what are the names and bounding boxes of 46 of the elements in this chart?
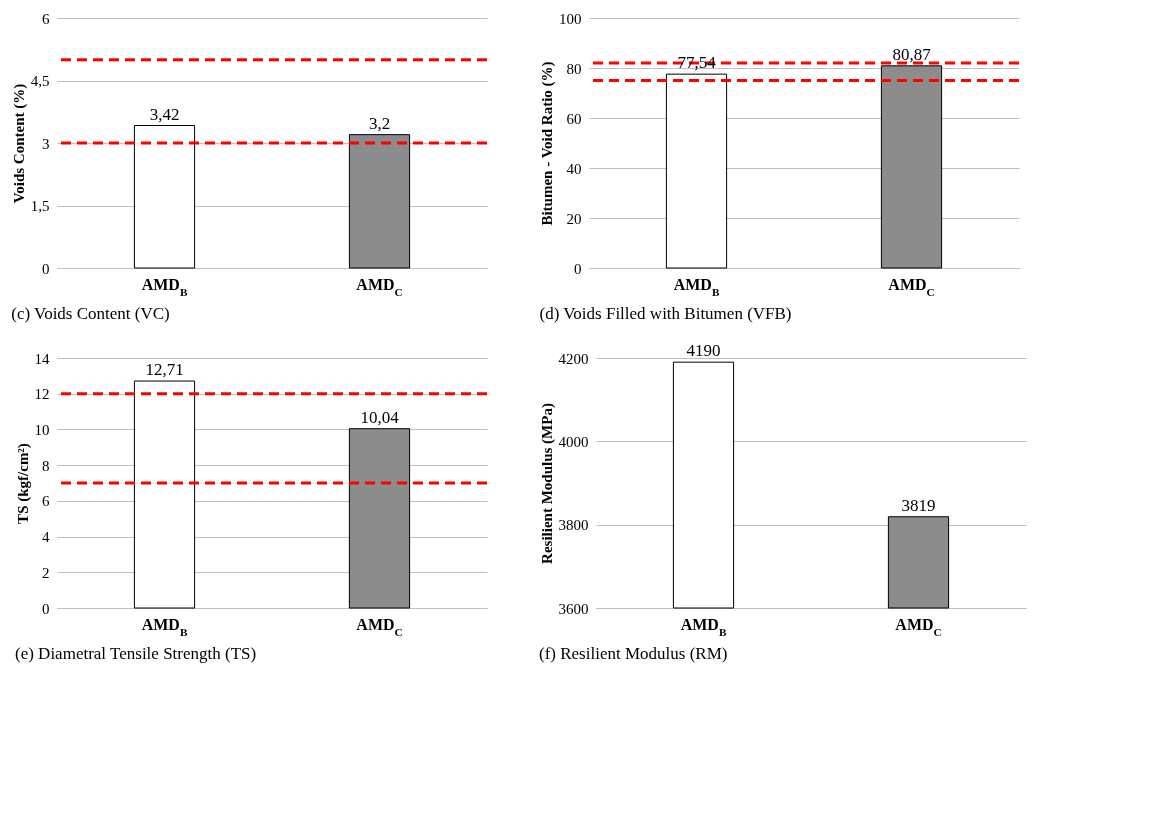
y-tick-label: 3800	[558, 517, 589, 534]
x-tick-label: AMD$_{B}$	[141, 615, 188, 638]
x-tick-label: AMD$_{B}$	[141, 275, 188, 298]
y-tick-label: 8	[42, 457, 50, 474]
text: (e) Diametral Tensile Strength (TS)	[15, 644, 257, 663]
y-tick-label: 6	[42, 493, 50, 510]
text: (c) Voids Content (VC)	[11, 304, 170, 323]
y-tick-label: 1,5	[30, 198, 50, 214]
y-tick-label: 40	[566, 160, 582, 177]
y-tick-label: 10	[34, 421, 50, 438]
y-tick-label: 3600	[558, 600, 589, 617]
x-tick-label: AMD$_{B}$	[680, 615, 727, 638]
data-label: 12,71	[145, 360, 184, 380]
y-tick-label: 100	[559, 10, 582, 27]
y-tick-label: 60	[566, 110, 582, 127]
data-label: 3,2	[368, 113, 391, 133]
data-label: 4190	[686, 341, 721, 361]
text: (f) Resilient Modulus (RM)	[539, 644, 728, 663]
y-axis-title: TS (kgf/cm²)	[14, 443, 32, 524]
data-label: 10,04	[360, 407, 400, 427]
x-tick-label: AMD$_{C}$	[356, 275, 403, 298]
data-label: 3,42	[149, 104, 180, 124]
y-tick-label: 4200	[558, 350, 589, 367]
y-tick-label: 20	[566, 210, 582, 227]
y-tick-label: 0	[42, 600, 50, 617]
y-tick-label: 0	[574, 260, 582, 277]
y-tick-label: 3	[42, 135, 50, 152]
text: (d) Voids Filled with Bitumen (VFB)	[539, 304, 792, 323]
y-axis-title: Voids Content (%)	[10, 83, 28, 204]
y-tick-label: 2	[42, 564, 50, 581]
y-tick-label: 80	[566, 60, 582, 77]
x-tick-label: AMD$_{C}$	[888, 275, 935, 298]
y-tick-label: 12	[34, 386, 50, 403]
y-axis-title: Bitumen - Void Ratio (%)	[539, 61, 556, 226]
y-tick-label: 4	[42, 529, 50, 546]
x-tick-label: AMD$_{C}$	[895, 615, 942, 638]
y-tick-label: 6	[42, 10, 50, 27]
y-tick-label: 14	[34, 350, 50, 367]
y-tick-label: 4000	[558, 433, 589, 450]
y-tick-label: 0	[42, 260, 50, 277]
y-tick-label: 4,5	[30, 73, 50, 89]
data-label: 80,87	[892, 44, 932, 64]
data-label: 3819	[901, 495, 936, 515]
x-tick-label: AMD$_{C}$	[356, 615, 403, 638]
x-tick-label: AMD$_{B}$	[673, 275, 720, 298]
y-axis-title: Resilient Modulus (MPa)	[538, 403, 556, 564]
